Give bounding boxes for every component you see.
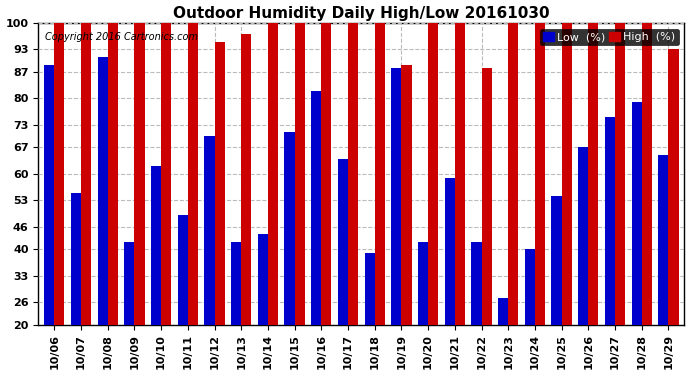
- Bar: [284, 132, 295, 325]
- Bar: [631, 102, 642, 325]
- Bar: [364, 253, 375, 325]
- Bar: [322, 23, 331, 325]
- Bar: [642, 23, 652, 325]
- Text: Copyright 2016 Cartronics.com: Copyright 2016 Cartronics.com: [45, 32, 198, 42]
- Bar: [81, 23, 91, 325]
- Bar: [204, 136, 215, 325]
- Bar: [44, 64, 55, 325]
- Bar: [551, 196, 562, 325]
- Bar: [231, 242, 241, 325]
- Bar: [498, 298, 509, 325]
- Bar: [135, 23, 144, 325]
- Bar: [258, 234, 268, 325]
- Bar: [562, 23, 572, 325]
- Bar: [402, 64, 411, 325]
- Bar: [177, 215, 188, 325]
- Title: Outdoor Humidity Daily High/Low 20161030: Outdoor Humidity Daily High/Low 20161030: [173, 6, 550, 21]
- Bar: [455, 23, 465, 325]
- Bar: [71, 193, 81, 325]
- Bar: [535, 23, 545, 325]
- Bar: [241, 34, 251, 325]
- Bar: [509, 23, 518, 325]
- Bar: [375, 23, 385, 325]
- Bar: [188, 23, 198, 325]
- Bar: [124, 242, 135, 325]
- Bar: [428, 23, 438, 325]
- Bar: [215, 42, 225, 325]
- Bar: [391, 68, 402, 325]
- Bar: [669, 50, 678, 325]
- Bar: [482, 68, 492, 325]
- Bar: [348, 23, 358, 325]
- Bar: [161, 23, 171, 325]
- Bar: [97, 57, 108, 325]
- Bar: [471, 242, 482, 325]
- Bar: [525, 249, 535, 325]
- Bar: [295, 23, 305, 325]
- Bar: [589, 23, 598, 325]
- Bar: [444, 178, 455, 325]
- Bar: [578, 147, 589, 325]
- Bar: [658, 155, 669, 325]
- Bar: [55, 23, 64, 325]
- Bar: [338, 159, 348, 325]
- Bar: [311, 91, 322, 325]
- Legend: Low  (%), High  (%): Low (%), High (%): [540, 28, 679, 45]
- Bar: [605, 117, 615, 325]
- Bar: [268, 23, 278, 325]
- Bar: [615, 23, 625, 325]
- Bar: [151, 166, 161, 325]
- Bar: [418, 242, 428, 325]
- Bar: [108, 23, 118, 325]
